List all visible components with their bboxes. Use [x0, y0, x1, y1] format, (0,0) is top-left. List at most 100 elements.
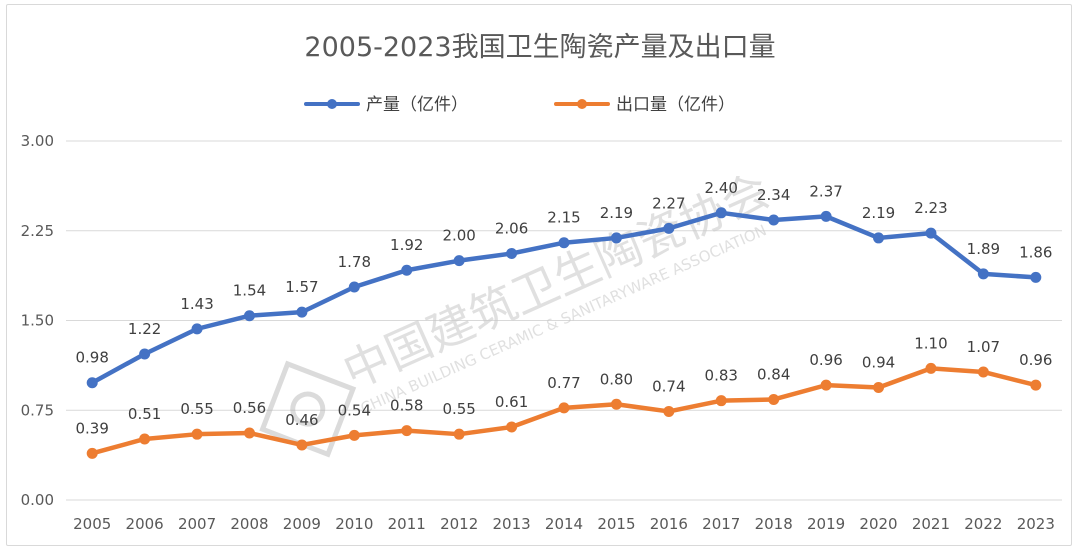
data-label: 0.55	[442, 400, 475, 418]
data-label: 1.92	[390, 236, 423, 254]
watermark-cn: 中国建筑卫生陶瓷协会	[335, 163, 777, 399]
x-tick-label: 2009	[283, 515, 321, 533]
data-label: 2.19	[600, 204, 633, 222]
data-point	[506, 247, 518, 259]
data-label: 2.34	[757, 186, 790, 204]
data-point	[401, 264, 413, 276]
x-tick-label: 2011	[388, 515, 426, 533]
x-tick-label: 2016	[650, 515, 688, 533]
data-label: 0.54	[338, 401, 371, 419]
data-label: 0.77	[547, 374, 580, 392]
x-tick-label: 2022	[964, 515, 1002, 533]
data-label: 1.89	[967, 240, 1000, 258]
data-label: 0.80	[600, 370, 633, 388]
data-point	[715, 207, 727, 219]
data-label: 0.46	[285, 411, 318, 429]
data-label: 0.56	[233, 399, 266, 417]
x-tick-label: 2023	[1017, 515, 1055, 533]
data-label: 2.27	[652, 194, 685, 212]
data-point	[401, 425, 413, 437]
data-label: 0.96	[1019, 351, 1052, 369]
data-point	[453, 428, 465, 440]
data-label: 2.37	[809, 182, 842, 200]
y-axis: 0.00 0.75 1.50 2.25 3.00	[21, 132, 54, 509]
data-label: 0.39	[76, 419, 109, 437]
data-label: 0.55	[180, 400, 213, 418]
data-point	[506, 421, 518, 433]
data-point	[977, 366, 989, 378]
data-point	[820, 210, 832, 222]
x-tick-label: 2013	[492, 515, 530, 533]
data-label: 2.23	[914, 199, 947, 217]
data-label: 1.07	[967, 338, 1000, 356]
data-point	[663, 405, 675, 417]
x-tick-label: 2012	[440, 515, 478, 533]
x-tick-label: 2021	[912, 515, 950, 533]
data-point	[558, 237, 570, 249]
data-point	[139, 433, 151, 445]
data-point	[768, 214, 780, 226]
data-point	[243, 427, 255, 439]
data-label: 1.78	[338, 253, 371, 271]
legend: 产量（亿件） 出口量（亿件）	[304, 95, 735, 115]
chart-title: 2005-2023我国卫生陶瓷产量及出口量	[304, 32, 775, 63]
data-label: 1.86	[1019, 243, 1052, 261]
data-label: 1.57	[285, 278, 318, 296]
data-point	[558, 402, 570, 414]
legend-entry: 产量（亿件）	[366, 95, 468, 115]
y-tick-label: 3.00	[21, 132, 54, 150]
y-tick-label: 2.25	[21, 222, 54, 240]
data-label: 2.15	[547, 209, 580, 227]
x-tick-label: 2005	[73, 515, 111, 533]
x-tick-label: 2008	[230, 515, 268, 533]
data-label: 2.06	[495, 219, 528, 237]
data-point	[139, 348, 151, 360]
y-tick-label: 0.75	[21, 401, 54, 419]
y-tick-label: 0.00	[21, 491, 54, 509]
data-point	[925, 362, 937, 374]
x-tick-label: 2017	[702, 515, 740, 533]
x-tick-label: 2019	[807, 515, 845, 533]
legend-swatch-marker	[577, 99, 587, 109]
data-label: 0.84	[757, 365, 790, 383]
data-label: 0.83	[705, 367, 738, 385]
data-point	[820, 379, 832, 391]
data-point	[610, 398, 622, 410]
data-point	[86, 447, 98, 459]
data-label: 0.61	[495, 393, 528, 411]
data-point	[610, 232, 622, 244]
data-point	[348, 281, 360, 293]
data-label: 0.94	[862, 354, 895, 372]
x-tick-label: 2018	[755, 515, 793, 533]
data-point	[977, 268, 989, 280]
x-tick-label: 2014	[545, 515, 583, 533]
data-label: 2.19	[862, 204, 895, 222]
data-point	[86, 377, 98, 389]
data-point	[1030, 379, 1042, 391]
data-point	[296, 439, 308, 451]
data-labels: 0.98 1.22 1.43 1.54 1.57 1.78 1.92 2.00 2.06 2.15…	[76, 179, 1053, 438]
data-point	[348, 429, 360, 441]
data-label: 1.22	[128, 320, 161, 338]
data-point	[663, 222, 675, 234]
data-label: 2.00	[442, 227, 475, 245]
data-label: 2.40	[705, 179, 738, 197]
legend-swatch-marker	[327, 99, 337, 109]
data-point	[715, 395, 727, 407]
data-point	[191, 428, 203, 440]
y-tick-label: 1.50	[21, 312, 54, 330]
data-point	[243, 310, 255, 322]
data-point	[925, 227, 937, 239]
series-lines	[86, 207, 1042, 459]
x-axis: 2005 2006 2007 2008 2009 2010 2011 2012 2013 2014…	[73, 515, 1055, 533]
data-point	[873, 382, 885, 394]
chart-frame	[6, 4, 1072, 546]
data-point	[296, 306, 308, 318]
data-point	[768, 393, 780, 405]
data-label: 0.74	[652, 377, 685, 395]
x-tick-label: 2006	[126, 515, 164, 533]
data-label: 0.96	[809, 351, 842, 369]
x-tick-label: 2015	[597, 515, 635, 533]
x-tick-label: 2010	[335, 515, 373, 533]
